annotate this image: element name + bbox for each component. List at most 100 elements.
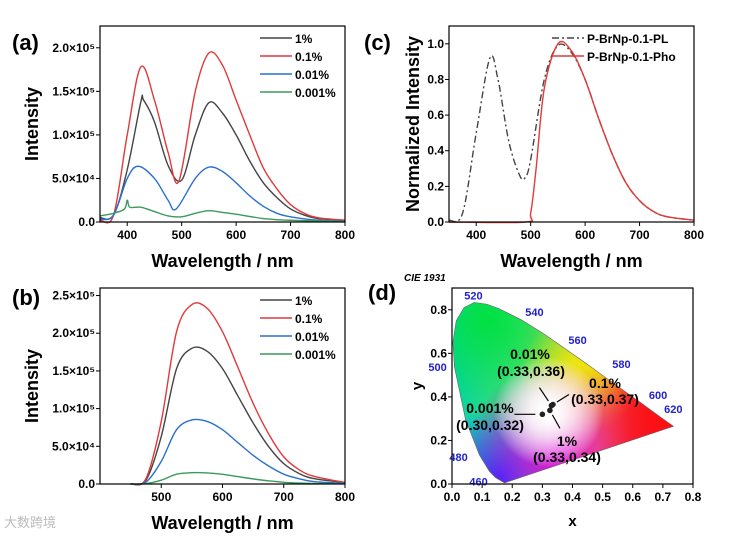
series-line-P-BrNp-0.1-Pho: [448, 40, 695, 224]
legend-label: 0.01%: [295, 330, 329, 344]
series-line-P-BrNp-0.1-PL: [448, 43, 695, 223]
panel-c: (c) 400 500 600 700 800 0.0 0.2 0.4 0.6 0.8 1.0 Wave…: [364, 25, 704, 271]
x-axis-label: Wavelength / nm: [500, 251, 642, 271]
watermark: 大数跨境: [4, 516, 57, 531]
y-tick-label: 0.0: [78, 477, 95, 491]
spectral-locus: [452, 302, 675, 484]
x-tick-label: 0.6: [624, 490, 641, 504]
x-tick-label: 0.2: [504, 490, 521, 504]
panel-d: (d) 5205405605806006205004804600.01%(0.33…: [368, 273, 702, 530]
y-tick-label: 0.2: [430, 433, 447, 447]
series-line-0.1%: [130, 302, 346, 486]
x-tick-label: 0.1: [474, 490, 491, 504]
y-axis-label: y: [409, 381, 426, 390]
chart-title: CIE 1931: [404, 273, 446, 284]
y-tick-label: 1.5×10⁵: [52, 84, 95, 98]
wavelength-label: 620: [664, 404, 682, 416]
arrow: [556, 394, 570, 403]
x-tick-label: 400: [466, 228, 486, 242]
panel-label: (c): [364, 30, 391, 55]
y-tick-label: 5.0×10⁴: [52, 439, 95, 453]
series-line-0.001%: [99, 199, 346, 223]
point-label: 0.1%: [589, 375, 621, 391]
legend-label: 1%: [295, 32, 313, 46]
x-tick-label: 500: [151, 490, 171, 504]
y-tick-label: 1.0×10⁵: [52, 128, 95, 142]
series-line-0.1%: [99, 51, 346, 224]
legend-label: P-BrNp-0.1-Pho: [587, 50, 676, 64]
y-tick-label: 0.8: [427, 72, 444, 86]
wavelength-label: 580: [612, 359, 630, 371]
x-tick-label: 500: [172, 228, 192, 242]
arrow: [551, 414, 561, 429]
x-tick-label: 700: [274, 490, 294, 504]
point-label: 0.001%: [466, 400, 514, 416]
plot-frame: [99, 25, 346, 223]
panel-a: (a) 400 500 600 700 800 0.0 5.0×10⁴ 1.0×10⁵ 1.5×1…: [12, 25, 355, 271]
series-line-1%: [130, 346, 346, 486]
series-line-0.001%: [130, 471, 346, 485]
wavelength-label: 480: [449, 452, 467, 464]
point-coord: (0.30,0.32): [456, 417, 524, 433]
wavelength-label: 540: [525, 307, 543, 319]
cie-point: [550, 401, 556, 408]
x-tick-label: 600: [226, 228, 246, 242]
wavelength-label: 500: [428, 362, 446, 374]
legend-label: P-BrNp-0.1-PL: [587, 32, 668, 46]
x-tick-label: 0.4: [564, 490, 581, 504]
series-line-1%: [99, 94, 346, 221]
point-coord: (0.33,0.37): [571, 391, 639, 407]
point-label: 1%: [557, 433, 578, 449]
plot-frame: [448, 25, 695, 223]
x-tick-label: 0.7: [655, 490, 672, 504]
panel-label: (a): [12, 30, 39, 55]
wavelength-label: 460: [469, 476, 487, 488]
y-axis-label: Intensity: [22, 349, 42, 423]
y-tick-label: 0.6: [427, 108, 444, 122]
y-tick-label: 2.5×10⁵: [52, 289, 95, 303]
x-tick-label: 400: [117, 228, 137, 242]
x-axis-label: Wavelength / nm: [151, 513, 293, 533]
wavelength-label: 600: [649, 390, 667, 402]
x-tick-label: 800: [335, 490, 355, 504]
point-coord: (0.33,0.34): [533, 449, 601, 465]
legend-label: 0.001%: [295, 86, 336, 100]
y-tick-label: 0.0: [427, 215, 444, 229]
x-tick-label: 0.0: [444, 490, 461, 504]
panel-label: (d): [368, 280, 396, 305]
arrow: [538, 387, 549, 402]
wavelength-label: 560: [568, 335, 586, 347]
wavelength-label: 520: [464, 290, 482, 302]
series-line-0.01%: [130, 418, 346, 486]
x-tick-label: 0.3: [534, 490, 551, 504]
y-tick-label: 0.6: [430, 346, 447, 360]
y-tick-label: 5.0×10⁴: [52, 171, 95, 185]
y-tick-label: 1.0: [427, 37, 444, 51]
x-axis-label: Wavelength / nm: [151, 251, 293, 271]
series-line-0.01%: [99, 165, 346, 222]
y-tick-label: 2.0×10⁵: [52, 326, 95, 340]
x-tick-label: 700: [281, 228, 301, 242]
x-tick-label: 600: [212, 490, 232, 504]
x-tick-label: 600: [575, 228, 595, 242]
y-tick-label: 0.4: [430, 390, 447, 404]
y-tick-label: 0.0: [78, 215, 95, 229]
legend-label: 1%: [295, 294, 313, 308]
panel-label: (b): [12, 285, 40, 310]
x-tick-label: 0.5: [594, 490, 611, 504]
legend-label: 0.1%: [295, 50, 323, 64]
y-tick-label: 0.8: [430, 303, 447, 317]
y-tick-label: 2.0×10⁵: [52, 41, 95, 55]
legend-label: 0.1%: [295, 312, 323, 326]
x-tick-label: 500: [521, 228, 541, 242]
x-tick-label: 700: [630, 228, 650, 242]
y-tick-label: 0.0: [430, 477, 447, 491]
y-axis-label: Intensity: [22, 87, 42, 161]
x-tick-label: 0.8: [685, 490, 702, 504]
x-tick-label: 800: [684, 228, 704, 242]
y-tick-label: 1.5×10⁵: [52, 364, 95, 378]
y-tick-label: 0.4: [427, 144, 444, 158]
panel-b: (b) 500 600 700 800 0.0 5.0×10⁴ 1.0×10⁵ 1.5×10⁵ 2…: [12, 285, 355, 533]
point-label: 0.01%: [510, 346, 550, 362]
